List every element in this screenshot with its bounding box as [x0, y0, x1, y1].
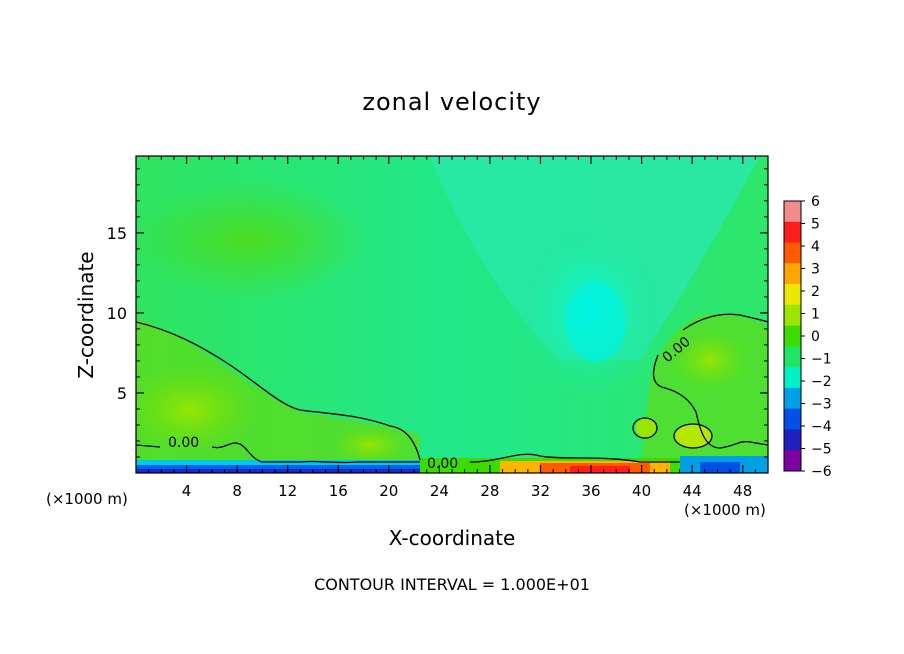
contour-line: [136, 442, 420, 464]
x-axis-ticks: 4 8 12 16 20 24 28 32 36 40 44 48: [148, 156, 756, 500]
x-tick-label: 20: [379, 482, 398, 500]
colorbar-label: −6: [811, 464, 832, 480]
colorbar-label: 6: [811, 194, 820, 210]
contour-line: [682, 313, 768, 331]
heatmap-field: [136, 156, 768, 473]
colorbar-label: 3: [811, 262, 820, 278]
contour-interval-note: CONTOUR INTERVAL = 1.000E+01: [314, 575, 590, 594]
x-unit-label-left: (×1000 m): [46, 490, 128, 508]
contour-line: [136, 321, 421, 461]
x-unit-label-right: (×1000 m): [684, 501, 766, 519]
x-tick-label: 8: [232, 482, 242, 500]
colorbar-swatch: [784, 429, 801, 451]
x-tick-label: 16: [329, 482, 348, 500]
y-tick-label: 10: [107, 304, 127, 323]
contour-label: 0.00: [427, 456, 458, 472]
colorbar-swatch: [784, 408, 801, 430]
colorbar-label: 0: [811, 329, 820, 345]
colorbar-swatch: [784, 304, 801, 327]
colorbar-swatch: [784, 263, 801, 285]
colorbar-label: 5: [811, 217, 820, 233]
contour-line: [632, 417, 658, 439]
colorbar-swatch: [784, 325, 801, 347]
zero-contours: [136, 313, 768, 464]
colorbar-swatch: [784, 346, 801, 368]
colorbar-swatch: [784, 367, 801, 389]
colorbar-swatch: [784, 450, 801, 472]
x-tick-label: 48: [733, 482, 752, 500]
contour-label: 0.00: [168, 435, 199, 451]
x-tick-label: 40: [632, 482, 651, 500]
x-tick-label: 28: [480, 482, 499, 500]
colorbar-label: −3: [811, 397, 832, 413]
y-tick-label: 5: [117, 384, 127, 403]
x-tick-label: 4: [182, 482, 192, 500]
colorbar-label: −1: [811, 352, 832, 368]
x-tick-label: 32: [531, 482, 550, 500]
contour-line: [469, 453, 680, 463]
x-axis-label: X-coordinate: [388, 526, 516, 550]
y-tick-label: 15: [107, 224, 127, 243]
y-axis-ticks: 5 10 15: [107, 168, 768, 458]
colorbar-label: 4: [811, 239, 820, 255]
colorbar-label: 2: [811, 284, 820, 300]
contour-line: [673, 423, 713, 449]
colorbar: 6 5 4 3 2 1 0 −1 −2 −3 −4 −5 −6: [783, 194, 832, 480]
colorbar-label: −2: [811, 374, 832, 390]
colorbar-label: −4: [811, 419, 832, 435]
x-tick-label: 44: [683, 482, 702, 500]
colorbar-swatch: [784, 387, 801, 410]
colorbar-swatch: [784, 221, 801, 244]
x-tick-label: 24: [430, 482, 449, 500]
x-tick-label: 12: [278, 482, 297, 500]
colorbar-label: 1: [811, 307, 820, 323]
colorbar-label: −5: [811, 442, 832, 458]
chart-title: zonal velocity: [362, 88, 542, 116]
colorbar-swatch: [784, 284, 801, 306]
colorbar-swatch: [784, 201, 801, 223]
colorbar-swatch: [784, 242, 801, 264]
contour-line: [652, 354, 768, 449]
x-tick-label: 36: [581, 482, 600, 500]
